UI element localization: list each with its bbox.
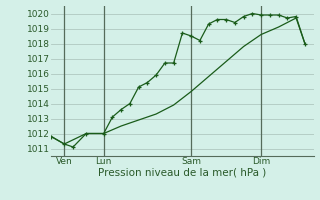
X-axis label: Pression niveau de la mer( hPa ): Pression niveau de la mer( hPa )	[98, 168, 267, 178]
